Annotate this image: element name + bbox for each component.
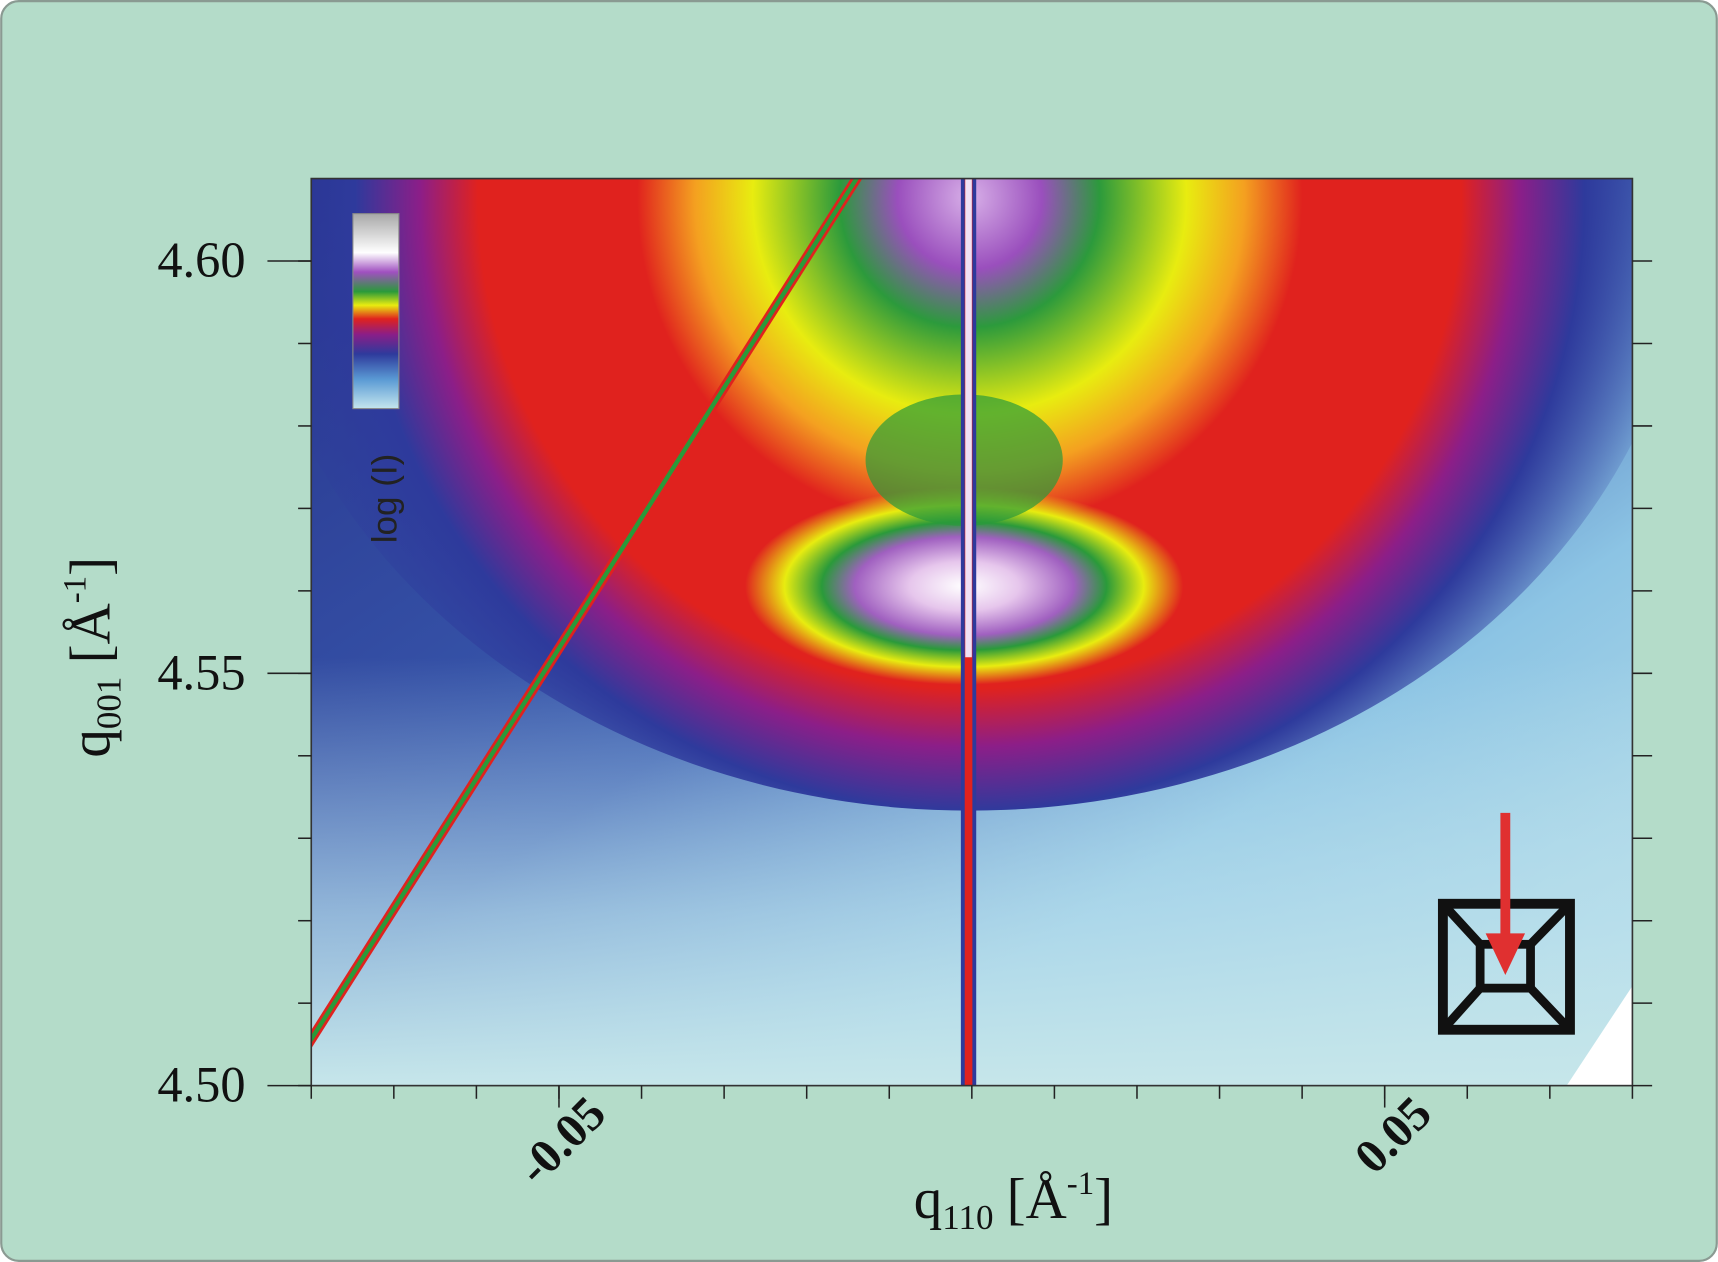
y-axis-symbol: q: [60, 729, 123, 757]
x-axis-close: ]: [1094, 1168, 1113, 1231]
y-axis-superscript: -1: [58, 576, 94, 603]
x-axis-superscript: -1: [1067, 1166, 1094, 1202]
y-tick-label: 4.50: [157, 1057, 245, 1113]
intensity-map: [311, 178, 1633, 1086]
y-tick-label: 4.60: [157, 232, 245, 288]
colorbar-label: log (I): [366, 454, 405, 544]
x-axis-subscript: 110: [942, 1198, 993, 1237]
y-axis-close: ]: [60, 557, 123, 576]
y-axis-subscript: 001: [90, 677, 129, 730]
x-axis-unit: [Å: [1007, 1168, 1067, 1231]
x-axis-symbol: q: [914, 1168, 942, 1231]
geometry-icon: [1437, 812, 1575, 1035]
y-tick-label: 4.55: [157, 644, 245, 700]
y-axis-unit: [Å: [60, 603, 123, 663]
y-axis-title: q001 [Å-1]: [58, 557, 129, 758]
x-axis-title: q110 [Å-1]: [914, 1166, 1113, 1237]
colorbar: [352, 213, 400, 410]
